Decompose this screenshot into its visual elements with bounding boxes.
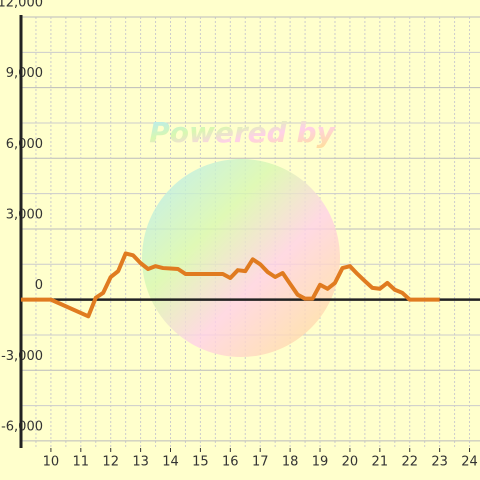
x-tick-label: 23 bbox=[431, 455, 448, 470]
watermark-text: Powered by bbox=[149, 116, 336, 149]
x-tick-label: 20 bbox=[342, 455, 359, 470]
x-tick-label: 10 bbox=[43, 455, 60, 470]
x-tick-label: 18 bbox=[282, 455, 299, 470]
plot: -6,000-3,00003,0006,0009,00012,000101112… bbox=[0, 0, 480, 470]
x-tick-label: 22 bbox=[401, 455, 418, 470]
x-tick-label: 17 bbox=[252, 455, 269, 470]
x-tick-label: 16 bbox=[222, 455, 239, 470]
x-tick-label: 24 bbox=[461, 455, 478, 470]
x-tick-label: 15 bbox=[192, 455, 209, 470]
x-tick-label: 21 bbox=[372, 455, 389, 470]
y-tick-label: 0 bbox=[35, 278, 43, 293]
y-tick-label: 12,000 bbox=[0, 0, 43, 11]
watermark-logo bbox=[142, 159, 340, 357]
x-tick-label: 11 bbox=[73, 455, 90, 470]
line-series bbox=[21, 251, 440, 319]
x-tick-label: 19 bbox=[312, 455, 329, 470]
x-tick-label: 13 bbox=[132, 455, 149, 470]
x-tick-label: 12 bbox=[102, 455, 119, 470]
x-tick-label: 14 bbox=[162, 455, 179, 470]
y-tick-label: 9,000 bbox=[6, 66, 43, 81]
y-tick-label: 6,000 bbox=[6, 137, 43, 152]
y-tick-label: 3,000 bbox=[6, 207, 43, 222]
